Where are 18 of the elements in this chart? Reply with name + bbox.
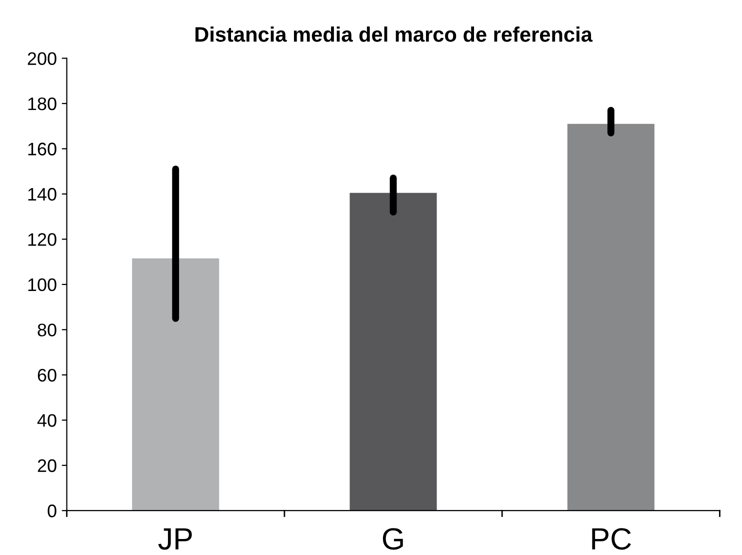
y-tick-label: 0: [48, 504, 56, 518]
bar: [567, 124, 654, 511]
y-tick-label: 120: [28, 233, 56, 246]
y-tick-label: 80: [38, 324, 56, 336]
bar: [350, 192, 437, 511]
y-tick-label: 20: [38, 459, 56, 472]
x-tick-label: G: [382, 528, 403, 550]
y-tick-label: 60: [38, 368, 56, 382]
y-tick-label: 140: [28, 188, 56, 201]
x-tick-label: JP: [158, 528, 192, 550]
x-tick-label: PC: [592, 528, 631, 550]
y-tick-label: 40: [37, 414, 56, 427]
y-tick-label: 180: [28, 97, 56, 110]
y-tick-label: 160: [28, 142, 56, 156]
y-tick-label: 100: [28, 278, 56, 292]
y-tick-label: 200: [28, 52, 56, 65]
chart-title: Distancia media del marco de referencia: [196, 26, 593, 42]
bar: [132, 258, 220, 511]
